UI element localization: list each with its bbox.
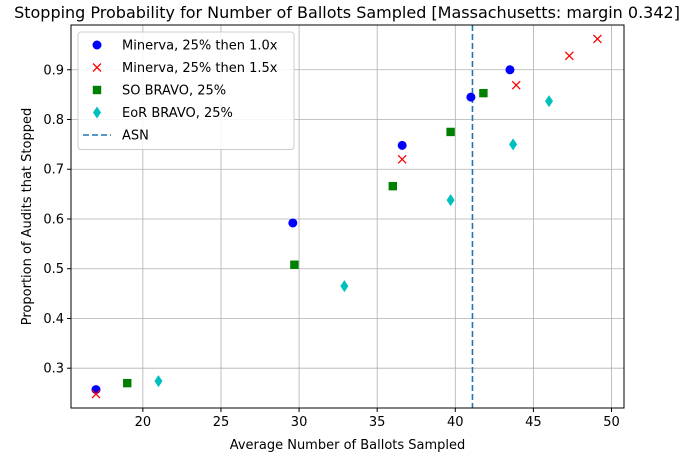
data-point [388,181,398,191]
legend-marker [92,63,102,72]
chart-title: Stopping Probability for Number of Ballo… [14,3,680,22]
plot-frame [70,24,625,409]
y-tick-label: 0.8 [43,113,64,128]
legend-box [77,31,295,150]
data-point [479,88,488,98]
y-tick-label: 0.9 [43,63,64,78]
data-point [511,80,521,90]
legend-marker [92,40,102,50]
x-tick-label: 25 [213,415,230,430]
y-tick-label: 0.6 [43,212,64,227]
data-point [91,385,101,395]
x-tick-label: 45 [525,415,542,430]
data-marks [91,34,602,399]
data-point [154,375,163,388]
data-point [340,280,349,293]
legend-marker [92,85,102,95]
series-3 [123,88,488,388]
y-tick-label: 0.3 [43,362,64,377]
data-point [509,138,518,151]
legend: Minerva, 25% then 1.0x Minerva, 25% then … [77,31,295,150]
data-point [545,95,554,108]
legend-label: EoR BRAVO, 25% [122,106,233,121]
data-point [564,51,574,61]
grid [71,25,624,408]
x-tick-label: 30 [291,415,308,430]
y-tick-label: 0.4 [43,312,64,327]
x-axis-label: Average Number of Ballots Sampled [230,438,466,453]
legend-label: SO BRAVO, 25% [122,84,226,99]
data-point [123,378,132,388]
x-tick-label: 40 [447,415,464,430]
data-point [466,92,476,102]
x-tick-label: 35 [369,415,386,430]
legend-label: ASN [122,129,149,144]
data-point [446,127,455,137]
data-point [505,65,515,75]
data-point [592,34,602,44]
data-point [446,194,455,207]
y-tick-label: 0.7 [43,163,64,178]
x-tick-label: 50 [603,415,620,430]
data-point [288,218,298,228]
series-4 [154,95,554,388]
legend-marker [93,106,101,119]
y-axis-label: Proportion of Audits that Stopped [20,108,35,325]
data-point [397,140,407,150]
y-tick-label: 0.5 [43,262,64,277]
series-2 [91,34,602,399]
legend-label: Minerva, 25% then 1.5x [122,61,278,76]
data-point [397,154,407,164]
axis-ticks: 20 25 30 35 40 45 50 0.3 0.4 0.5 0.6 0.7 0.8 0.9 [43,63,619,430]
data-point [290,260,299,269]
x-tick-label: 20 [135,415,152,430]
legend-label: Minerva, 25% then 1.0x [122,39,278,54]
data-point [91,389,101,399]
